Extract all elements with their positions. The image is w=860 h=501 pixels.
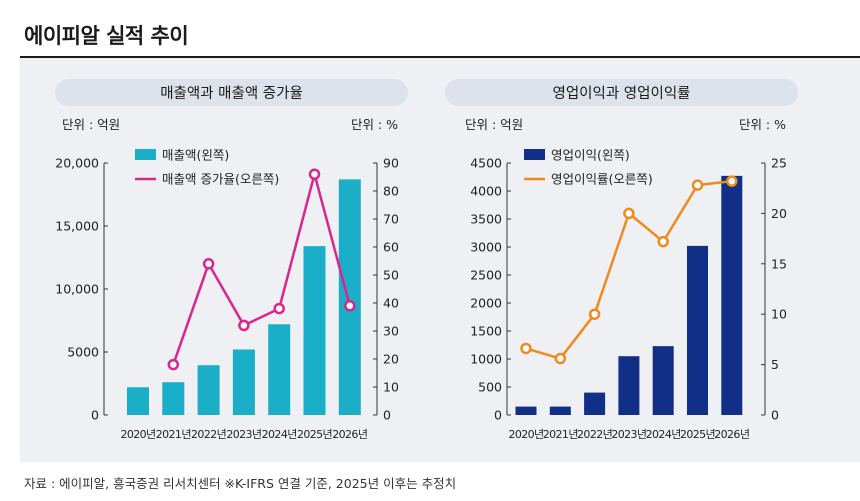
- chart2-left-tick-label: 4500: [470, 156, 502, 171]
- chart2-line-point: [691, 179, 704, 191]
- chart2-line-point: [623, 207, 635, 220]
- chart1-left-tick-label: 10,000: [55, 282, 99, 297]
- chart2-line-point: [520, 342, 532, 355]
- chart2-bar: [687, 245, 708, 415]
- chart2-bar: [652, 346, 674, 415]
- chart1-left-tick-label: 0: [91, 408, 99, 423]
- chart2-left-tick-label: 3500: [470, 212, 502, 227]
- chart1-bar: [303, 246, 326, 415]
- chart1-right-tick-label: 50: [383, 268, 399, 283]
- chart1-legend-bar-swatch: [135, 149, 156, 160]
- chart1-bar: [197, 365, 220, 415]
- chart2-category-label: 2024년: [646, 428, 681, 441]
- chart2-left-tick-label: 2000: [470, 296, 502, 311]
- page-title: 에이피알 실적 추이: [24, 24, 189, 48]
- chart2-left-tick-label: 4000: [470, 184, 502, 199]
- chart2-right-tick-label: 5: [771, 357, 779, 372]
- chart2-left-unit: 단위 : 억원: [465, 117, 523, 132]
- chart2-line-point: [554, 352, 567, 365]
- chart1-right-tick-label: 90: [383, 156, 399, 171]
- chart1-bar: [268, 324, 291, 415]
- chart1-bar: [162, 382, 185, 415]
- chart2-left-tick-label: 2500: [470, 268, 502, 283]
- chart1-line-point: [273, 302, 285, 315]
- chart2-legend-bar-label: 영업이익(왼쪽): [551, 148, 630, 163]
- chart2-legend-line-label: 영업이익률(오른쪽): [551, 172, 653, 187]
- chart1-bar: [232, 349, 255, 415]
- chart1-right-tick-label: 60: [383, 240, 399, 255]
- chart1-line-point: [308, 168, 321, 180]
- chart1-category-label: 2023년: [226, 428, 261, 441]
- chart1-right-tick-label: 70: [383, 212, 399, 227]
- chart1-left-tick-label: 15,000: [55, 219, 99, 234]
- chart1-left-tick-label: 5000: [67, 345, 99, 360]
- chart1-category-label: 2021년: [156, 428, 191, 441]
- chart1-category-label: 2026년: [332, 428, 367, 441]
- chart1-line-series: [172, 172, 352, 366]
- title-divider: [20, 56, 860, 58]
- chart1-bar: [338, 179, 361, 415]
- chart2-category-label: 2023년: [611, 428, 646, 441]
- chart1-category-label: 2025년: [297, 428, 332, 441]
- chart1-right-tick-label: 10: [383, 380, 399, 395]
- chart2-line-point: [588, 308, 601, 320]
- chart1-category-label: 2022년: [191, 428, 226, 441]
- chart1-right-tick-label: 40: [383, 296, 399, 311]
- chart2-left-tick-label: 500: [478, 380, 502, 395]
- chart1-legend-line-label: 매출액 증가율(오른쪽): [162, 172, 279, 187]
- chart1-legend-bar-label: 매출액(왼쪽): [162, 148, 229, 163]
- chart2-legend-bar-swatch: [524, 149, 545, 160]
- chart1-line-point: [167, 358, 180, 371]
- chart2-left-tick-label: 1000: [470, 352, 502, 367]
- chart1-left-unit: 단위 : 억원: [62, 117, 120, 132]
- chart2-bar: [721, 175, 743, 415]
- chart1-right-tick-label: 20: [383, 352, 399, 367]
- chart2-right-tick-label: 0: [771, 408, 779, 423]
- chart-panel: [20, 58, 860, 462]
- chart1-title-pill: [55, 79, 408, 106]
- chart2-category-label: 2026년: [714, 428, 749, 441]
- chart2-right-tick-label: 15: [771, 256, 787, 271]
- chart1-title: 매출액과 매출액 증가율: [160, 85, 303, 102]
- chart1-line-point: [344, 300, 356, 312]
- chart2-right-tick-label: 10: [771, 307, 787, 322]
- chart2-category-label: 2025년: [680, 428, 715, 441]
- chart1-line-point: [202, 258, 215, 270]
- chart2-title-pill: [445, 79, 798, 106]
- chart2-left-tick-label: 3000: [470, 240, 502, 255]
- chart2-right-tick-label: 25: [771, 156, 787, 171]
- chart2-bar: [584, 392, 606, 415]
- chart1-right-tick-label: 30: [383, 324, 399, 339]
- chart2-title: 영업이익과 영업이익률: [552, 85, 690, 102]
- chart2-category-label: 2021년: [543, 428, 578, 441]
- chart2-bar: [618, 356, 640, 415]
- chart1-left-tick-label: 20,000: [55, 156, 99, 171]
- chart1-category-label: 2020년: [120, 428, 155, 441]
- chart2-right-unit: 단위 : %: [739, 117, 786, 132]
- chart2-bar: [515, 406, 537, 415]
- chart1-category-label: 2024년: [262, 428, 297, 441]
- chart1-line-point: [238, 319, 250, 332]
- chart2-line-point: [726, 175, 738, 187]
- chart2-left-tick-label: 0: [494, 408, 502, 423]
- chart2-bar: [549, 406, 571, 415]
- chart2-category-label: 2022년: [577, 428, 612, 441]
- chart1-bar: [127, 387, 149, 415]
- chart2-category-label: 2020년: [508, 428, 543, 441]
- chart2-right-tick-label: 20: [771, 206, 787, 221]
- chart1-right-tick-label: 0: [383, 408, 391, 423]
- chart2-left-tick-label: 1500: [470, 324, 502, 339]
- chart2-line-point: [657, 235, 669, 248]
- chart1-right-tick-label: 80: [383, 184, 399, 199]
- source-note: 자료 : 에이피알, 흥국증권 리서치센터 ※K-IFRS 연결 기준, 202…: [24, 476, 457, 491]
- chart1-right-unit: 단위 : %: [351, 117, 398, 132]
